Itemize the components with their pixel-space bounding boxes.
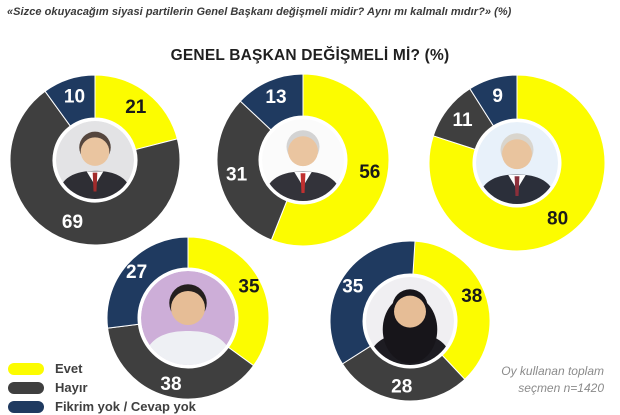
legend-item-evet: Evet (8, 359, 196, 378)
legend-label-hayir: Hayır (55, 380, 88, 395)
slice-value-label: 21 (125, 97, 147, 118)
slice-value-label: 38 (461, 286, 482, 307)
portrait-face (502, 139, 532, 170)
legend-item-hayir: Hayır (8, 378, 196, 397)
legend-item-fikrim-yok: Fikrim yok / Cevap yok (8, 397, 196, 415)
pie-slice-fikrim-yok (469, 74, 518, 127)
slice-value-label: 38 (160, 374, 181, 395)
slice-value-label: 10 (64, 86, 85, 107)
legend-label-fikrim-yok: Fikrim yok / Cevap yok (55, 399, 196, 414)
slice-value-label: 28 (391, 377, 412, 398)
slice-value-label: 69 (62, 212, 83, 233)
portrait-tie (514, 176, 520, 196)
donut-chart-4: 35 38 27 (106, 236, 270, 400)
survey-question: «Sizce okuyacağım siyasi partilerin Gene… (7, 6, 512, 18)
portrait-face (80, 137, 110, 166)
slice-value-label: 13 (265, 87, 286, 108)
portrait-tie (300, 173, 306, 193)
leader-photo (56, 121, 134, 199)
slice-value-label: 9 (492, 86, 503, 107)
slice-value-label: 27 (126, 262, 147, 283)
chart-title: GENEL BAŞKAN DEĞİŞMELİ Mİ? (%) (170, 47, 450, 64)
slice-value-label: 56 (359, 162, 380, 183)
legend-swatch-evet (8, 362, 44, 375)
sample-size-note: Oy kullanan toplam seçmen n=1420 (501, 364, 604, 396)
chart-legend: Evet Hayır Fikrim yok / Cevap yok (8, 359, 196, 415)
legend-label-evet: Evet (55, 361, 83, 376)
slice-value-label: 35 (238, 276, 260, 297)
slice-value-label: 80 (547, 208, 568, 229)
donut-chart-2: 56 31 13 (216, 73, 390, 247)
donut-chart-5: 38 28 35 (329, 240, 491, 402)
legend-swatch-fikrim-yok (8, 400, 44, 413)
portrait-tie (92, 172, 98, 192)
slice-value-label: 11 (452, 110, 473, 131)
portrait-face (171, 291, 205, 325)
slice-value-label: 35 (342, 277, 364, 298)
donut-chart-1: 21 69 10 (9, 74, 181, 246)
portrait-face (394, 295, 426, 328)
slice-value-label: 31 (226, 164, 248, 185)
portrait-face (288, 136, 318, 167)
pie-slice-fikrim-yok (44, 74, 96, 127)
legend-swatch-hayir (8, 381, 44, 394)
donut-chart-3: 80 11 9 (428, 74, 606, 252)
